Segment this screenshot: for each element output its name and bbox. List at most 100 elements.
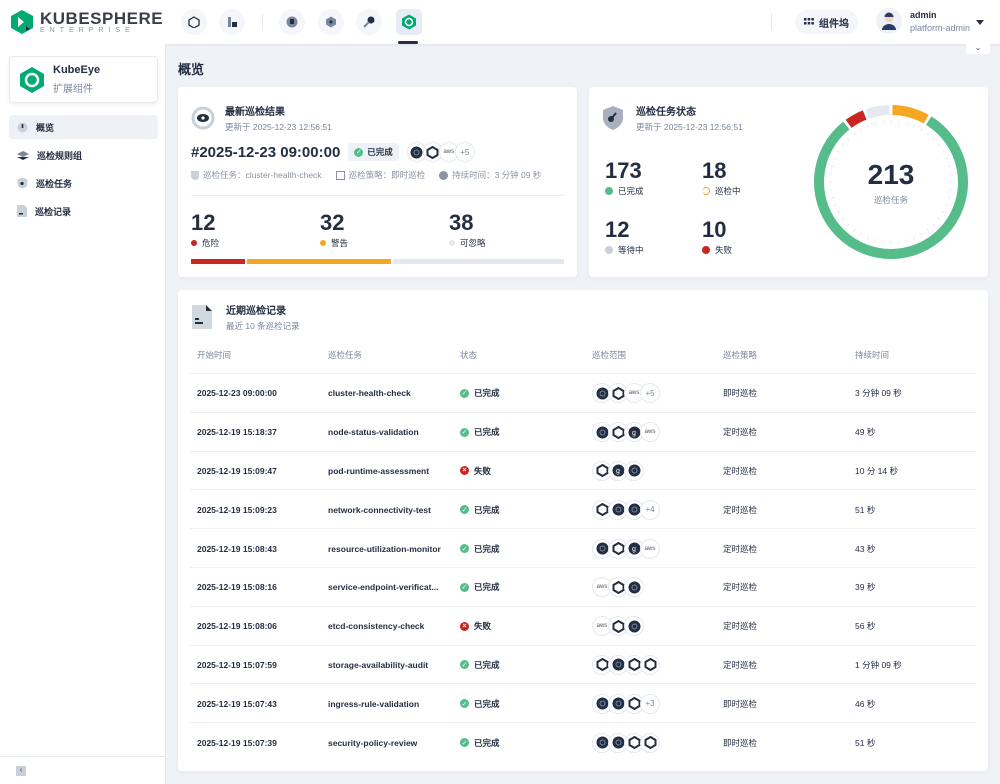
sidebar-item-rule-groups[interactable]: 巡检规则组 [9,143,158,167]
severity-dot-icon [191,240,197,246]
task-name[interactable]: network-connectivity-test [328,504,431,515]
start-time: 2025-12-19 15:07:43 [197,698,277,709]
scope: +3 [592,684,660,723]
start-time: 2025-12-19 15:08:43 [197,543,277,554]
nav-kubeeye[interactable] [396,9,422,35]
check-circle-icon: ✓ [460,427,469,437]
table-row[interactable]: 2025-12-23 09:00:00 cluster-health-check… [190,373,976,412]
start-time: 2025-12-19 15:07:39 [197,737,277,748]
chevron-down-icon[interactable]: ⌄ [966,44,990,54]
donut-tick [841,217,845,221]
status: ✓ 已完成 [460,723,500,762]
status: ✓ 已完成 [460,413,500,452]
task-name[interactable]: storage-availability-audit [328,659,429,670]
user-menu[interactable]: admin platform-admin [876,8,970,34]
severity-bar-segment [247,259,391,264]
donut-label: 巡检任务 [873,195,908,205]
nav-extensions[interactable] [279,9,305,35]
nav-keys[interactable] [356,9,382,35]
strategy: 定时巡检 [723,543,758,554]
table-row[interactable]: 2025-12-19 15:18:37 node-status-validati… [190,411,976,452]
component-dock-button[interactable]: 组件坞 [795,10,858,34]
sidebar-item-overview[interactable]: 概览 [9,115,158,139]
duration: 51 秒 [855,504,876,515]
donut-tick [937,217,941,221]
task-name[interactable]: security-policy-review [328,737,418,748]
hexagon-icon [326,16,336,28]
fail-icon [702,246,710,254]
sidebar-item-records[interactable]: 巡检记录 [9,199,158,223]
gke-icon: g [624,422,644,443]
donut-tick [833,157,837,160]
duration: 51 秒 [855,737,876,748]
duration: 43 秒 [855,543,876,554]
task-name[interactable]: service-endpoint-verificat... [328,582,439,593]
table-row[interactable]: 2025-12-19 15:07:43 ingress-rule-validat… [190,683,976,722]
kubesphere-logo[interactable]: KUBESPHERE ENTERPRISE [10,9,163,35]
donut-total: 213 [867,159,915,190]
task-name[interactable]: cluster-health-check [328,388,411,399]
shield-icon [17,177,28,189]
sidebar-item-label: 巡检规则组 [37,150,83,161]
duration: 49 秒 [855,427,876,438]
count-value: 12 [191,210,216,235]
task-name[interactable]: node-status-validation [328,427,419,438]
check-circle-icon: ✓ [460,582,469,592]
table-row[interactable]: 2025-12-19 15:09:23 network-connectivity… [190,489,976,528]
meta-task: 巡检任务：cluster-health-check [203,170,322,180]
status: ✓ 已完成 [460,646,500,685]
count-label: 危险 [202,238,220,248]
brand-sub: ENTERPRISE [40,27,135,34]
table-row[interactable]: 2025-12-19 15:09:47 pod-runtime-assessme… [190,450,976,491]
nav-cluster[interactable] [318,9,344,35]
donut-tick [859,128,862,132]
count-label: 失败 [715,245,733,255]
ocp-icon [592,654,612,675]
donut-tick [830,165,835,168]
table-row[interactable]: 2025-12-19 15:08:06 etcd-consistency-che… [190,605,976,645]
extension-sub: 扩展组件 [53,84,93,95]
severity-count: 32 警告 [320,211,348,249]
donut-tick [926,132,930,136]
strategy: 定时巡检 [723,504,758,515]
status-text: 已完成 [474,388,500,399]
status-text: 已完成 [474,659,500,670]
active-indicator [398,41,418,44]
donut-tick [905,121,908,126]
start-time: 2025-12-19 15:18:37 [197,427,277,438]
more-clusters-count: +4 [640,499,660,520]
k8s-icon [406,142,427,162]
start-time: 2025-12-19 15:09:23 [197,504,277,515]
table-row[interactable]: 2025-12-19 15:07:39 security-policy-revi… [190,722,976,761]
duration: 39 秒 [855,582,876,593]
task-name[interactable]: resource-utilization-monitor [328,543,441,554]
table-row[interactable]: 2025-12-19 15:07:59 storage-availability… [190,644,976,685]
donut-tick [937,143,941,147]
nav-security[interactable] [219,9,245,35]
donut-tick [852,228,856,232]
table-row[interactable]: 2025-12-19 15:08:16 service-endpoint-ver… [190,567,976,606]
task-name[interactable]: ingress-rule-validation [328,698,420,709]
table-row[interactable]: 2025-12-19 15:08:43 resource-utilization… [190,528,976,567]
column-header: 状态 [460,350,478,360]
column-header: 巡检策略 [723,350,758,360]
task-name[interactable]: pod-runtime-assessment [328,465,430,476]
nav-workspace[interactable] [181,9,207,35]
more-clusters-count: +3 [640,693,660,714]
sidebar-item-tasks[interactable]: 巡检任务 [9,171,158,195]
count-label: 可忽略 [460,238,486,248]
donut-tick [920,232,923,236]
k8s-icon [624,460,644,481]
collapse-sidebar-icon[interactable]: ‹ [16,766,26,776]
plug-icon [286,16,298,28]
extension-name: KubeEye [53,64,101,76]
aws-icon: aws [640,422,660,443]
cube-icon [188,16,200,28]
status-text: 失败 [474,465,492,476]
caret-down-icon[interactable] [976,20,984,29]
task-name[interactable]: etcd-consistency-check [328,621,425,632]
check-circle-icon: ✓ [460,544,469,554]
latest-result-card: 最新巡检结果 更新于 2025-12-23 12:56:51 #2025-12-2… [178,87,577,277]
duration: 10 分 14 秒 [855,465,898,476]
status: × 失败 [460,452,491,491]
